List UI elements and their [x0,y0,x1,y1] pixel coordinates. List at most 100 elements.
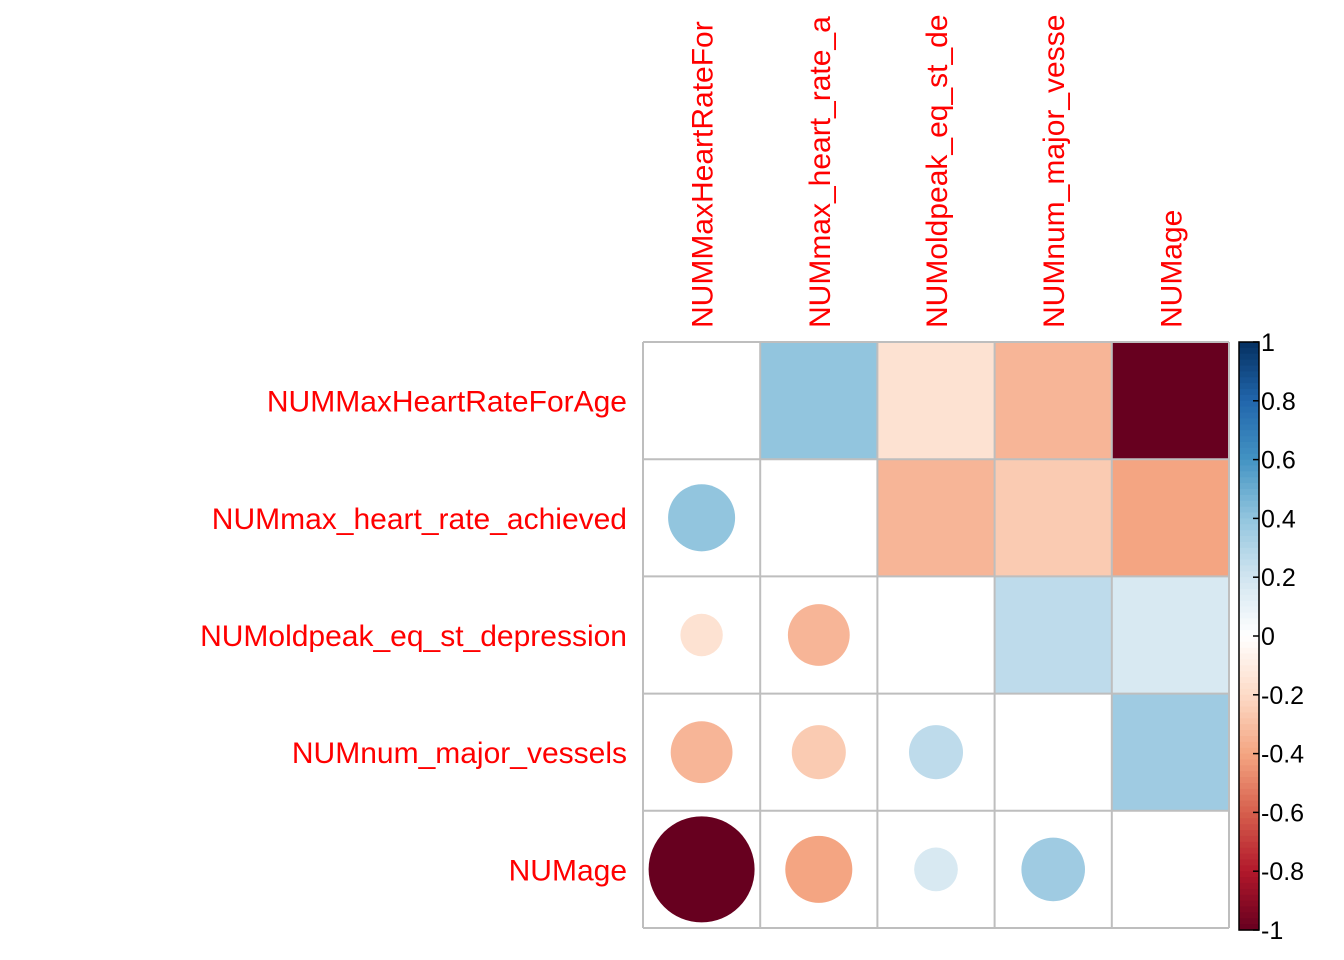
column-label-2: NUMoldpeak_eq_st_de [921,14,954,328]
legend-gradient-step-66 [1239,730,1259,737]
legend-gradient-step-50 [1239,636,1259,643]
column-label-0: NUMMaxHeartRateFor [687,21,720,328]
legend-tick-label-8: -0.6 [1261,799,1304,827]
legend-gradient-step-65 [1239,724,1259,731]
legend-gradient-step-85 [1239,841,1259,849]
row-label-3: NUMnum_major_vessels [292,737,627,770]
legend-gradient-step-64 [1239,718,1259,725]
legend-gradient-step-55 [1239,665,1259,672]
legend-gradient-step-30 [1239,518,1259,525]
row-label-2: NUMoldpeak_eq_st_depression [200,620,627,653]
legend-gradient-step-4 [1239,365,1259,372]
legend-gradient-step-54 [1239,659,1259,666]
legend-gradient-step-92 [1239,882,1259,890]
legend-gradient-step-74 [1239,777,1259,784]
legend-gradient-step-62 [1239,706,1259,714]
cell-square-0-2 [877,342,995,460]
legend-gradient-step-94 [1239,894,1259,902]
legend-gradient-step-17 [1239,441,1259,449]
legend-gradient-step-37 [1239,559,1259,567]
legend-gradient-step-23 [1239,477,1259,484]
legend-gradient-step-1 [1239,347,1259,355]
legend-gradient-step-20 [1239,459,1259,467]
legend-gradient-step-45 [1239,606,1259,614]
legend-gradient-step-43 [1239,594,1259,602]
legend-gradient-step-24 [1239,483,1259,490]
legend-tick-label-5: 0 [1261,623,1275,651]
column-label-4: NUMage [1155,210,1188,328]
legend-gradient-step-48 [1239,624,1259,631]
legend-gradient-step-0 [1239,342,1259,349]
legend-gradient-step-35 [1239,547,1259,555]
legend-gradient-step-77 [1239,794,1259,802]
legend-gradient-step-80 [1239,812,1259,819]
legend-tick-label-7: -0.4 [1261,741,1304,769]
legend-gradient-step-26 [1239,494,1259,502]
column-label-3: NUMnum_major_vesse [1038,15,1071,328]
column-labels: NUMMaxHeartRateFor NUMmax_heart_rate_a NUM… [687,14,1189,328]
legend-gradient-step-84 [1239,835,1259,843]
legend-gradient-step-14 [1239,424,1259,431]
cell-circle-4-2 [914,847,958,892]
legend-tick-label-9: -0.8 [1261,858,1304,886]
legend-gradient-step-67 [1239,735,1259,743]
legend-gradient-step-42 [1239,588,1259,596]
legend-tick-label-0: 1 [1261,329,1275,357]
legend-gradient-step-44 [1239,600,1259,608]
cell-circle-3-2 [908,725,964,780]
cell-circle-2-0 [680,613,723,657]
legend-gradient-step-99 [1239,924,1259,931]
row-label-0: NUMMaxHeartRateForAge [267,386,627,419]
legend-gradient-step-59 [1239,688,1259,696]
cell-square-1-2 [877,459,995,577]
legend-gradient-step-38 [1239,565,1259,572]
legend-gradient-step-98 [1239,918,1259,925]
legend-tick-label-3: 0.4 [1261,505,1296,533]
grid-lines [642,341,1230,929]
cell-square-1-3 [994,459,1112,577]
legend-gradient-step-12 [1239,412,1259,420]
legend-gradient-step-9 [1239,394,1259,402]
legend-gradient-step-91 [1239,877,1259,884]
legend-gradient-step-89 [1239,865,1259,872]
legend-tick-label-4: 0.2 [1261,564,1296,592]
legend-gradient-step-68 [1239,741,1259,749]
legend-gradient-step-16 [1239,436,1259,443]
cell-square-1-4 [1111,459,1229,577]
legend-gradient-step-15 [1239,430,1259,437]
legend-gradient-step-69 [1239,747,1259,755]
legend-gradient-step-87 [1239,853,1259,861]
legend-gradient-step-81 [1239,818,1259,825]
legend-gradient-step-53 [1239,653,1259,661]
legend-gradient-step-11 [1239,406,1259,414]
cell-square-2-3 [994,576,1112,694]
legend-gradient-step-57 [1239,677,1259,684]
cell-square-2-4 [1111,576,1229,694]
legend-gradient-step-96 [1239,906,1259,913]
legend-gradient-step-28 [1239,506,1259,514]
legend-gradient-step-47 [1239,618,1259,625]
cell-square-0-4 [1111,342,1229,460]
legend-gradient-step-60 [1239,694,1259,702]
legend-tick-label-10: -1 [1261,917,1283,945]
legend-gradient-step-18 [1239,447,1259,455]
cell-circle-1-0 [668,484,736,552]
legend-gradient-step-27 [1239,500,1259,508]
legend-gradient-step-2 [1239,353,1259,361]
legend-tick-label-6: -0.2 [1261,682,1304,710]
cell-circle-3-1 [791,725,846,780]
legend-gradient-step-86 [1239,847,1259,855]
cell-circle-2-1 [787,604,850,666]
cell-square-3-4 [1111,693,1229,811]
legend-gradient-step-75 [1239,783,1259,790]
legend-gradient-step-29 [1239,512,1259,519]
legend-gradient-step-32 [1239,530,1259,537]
legend-gradient-step-51 [1239,641,1259,649]
row-labels: NUMMaxHeartRateForAge NUMmax_heart_rate_a… [200,386,627,888]
column-label-1: NUMmax_heart_rate_a [804,16,837,328]
cell-circle-3-0 [670,721,733,784]
legend-gradient-step-97 [1239,912,1259,919]
legend-gradient-step-76 [1239,788,1259,796]
legend-gradient-step-93 [1239,888,1259,896]
legend-gradient-step-83 [1239,830,1259,837]
